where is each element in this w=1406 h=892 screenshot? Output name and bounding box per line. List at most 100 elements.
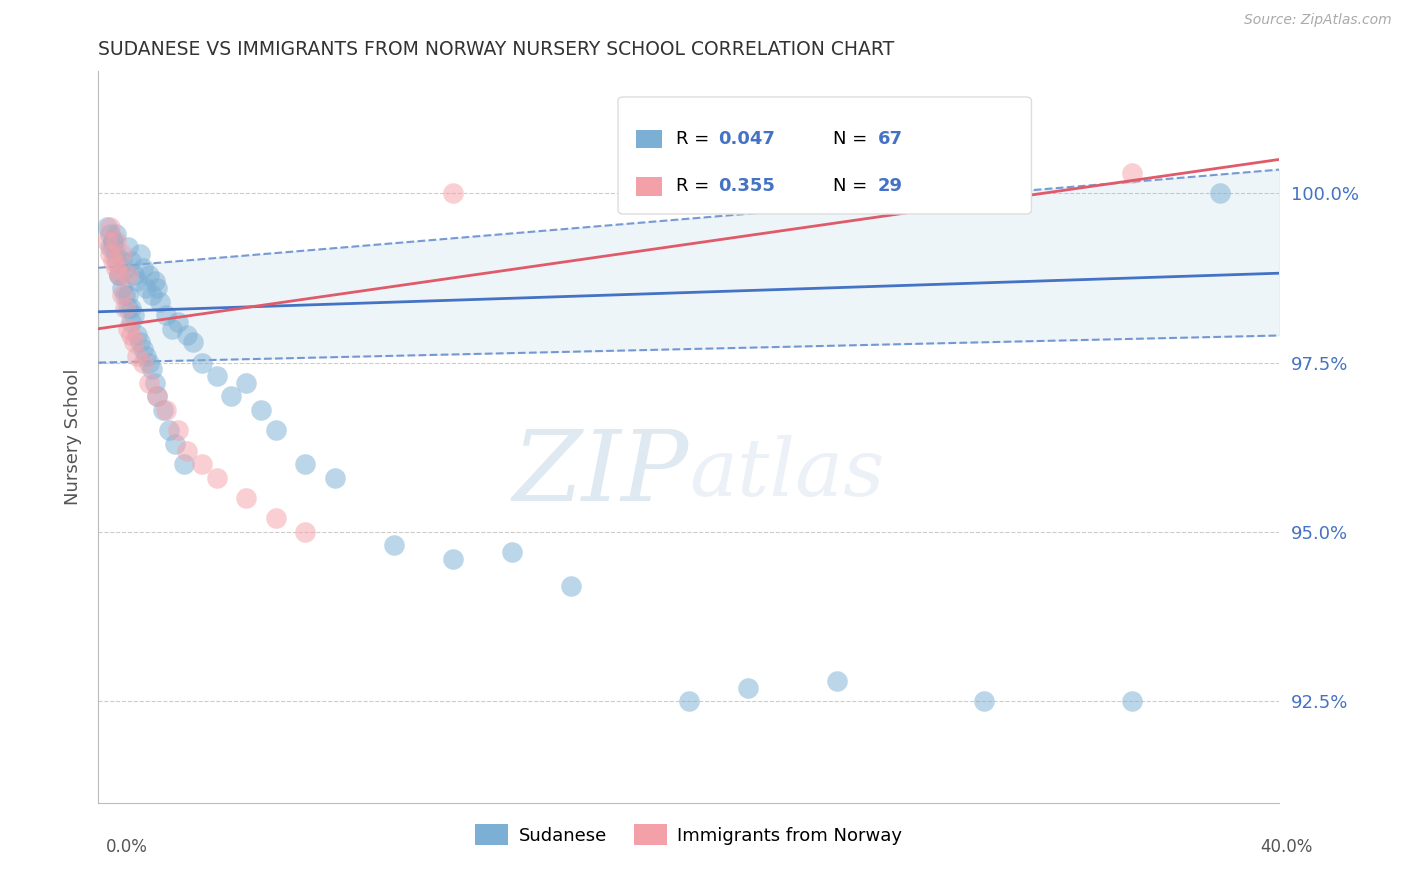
Point [120, 315, 142, 329]
Y-axis label: Nursery School: Nursery School [63, 368, 82, 506]
Point [105, 247, 128, 261]
Point [132, 355, 155, 369]
Point [235, 491, 257, 505]
Point [155, 403, 177, 417]
Point [120, 328, 142, 343]
Point [132, 260, 155, 275]
Point [125, 349, 148, 363]
Point [501, 545, 523, 559]
Point [117, 301, 139, 316]
Point [176, 443, 198, 458]
Point [108, 268, 131, 282]
Point [117, 288, 139, 302]
Point [143, 376, 166, 390]
Point [205, 369, 228, 384]
Point [382, 538, 405, 552]
Text: SUDANESE VS IMMIGRANTS FROM NORWAY NURSERY SCHOOL CORRELATION CHART: SUDANESE VS IMMIGRANTS FROM NORWAY NURSE… [98, 39, 894, 59]
Point [135, 349, 157, 363]
Point [173, 457, 195, 471]
Text: 40.0%: 40.0% [1260, 838, 1313, 855]
Point [105, 234, 128, 248]
Point [108, 268, 131, 282]
Point [128, 247, 150, 261]
Point [737, 681, 759, 695]
Point [111, 288, 134, 302]
Point [1121, 166, 1143, 180]
Point [205, 471, 228, 485]
Point [128, 335, 150, 350]
Point [323, 471, 346, 485]
Point [235, 376, 257, 390]
Point [117, 240, 139, 254]
Text: 67: 67 [877, 129, 903, 148]
Point [117, 322, 139, 336]
Text: 29: 29 [877, 178, 903, 195]
Point [122, 335, 145, 350]
Point [825, 172, 848, 186]
Point [146, 281, 169, 295]
Point [1121, 694, 1143, 708]
Point [441, 186, 464, 201]
Point [165, 437, 187, 451]
Text: R =: R = [676, 129, 714, 148]
Point [114, 301, 136, 316]
Text: 0.047: 0.047 [718, 129, 775, 148]
Point [825, 673, 848, 688]
Point [125, 274, 148, 288]
Point [167, 423, 190, 437]
Text: ZIP: ZIP [513, 426, 689, 521]
Point [135, 281, 157, 295]
Point [96, 234, 118, 248]
Point [250, 403, 273, 417]
Point [441, 552, 464, 566]
Point [146, 389, 169, 403]
Point [120, 301, 142, 316]
Text: atlas: atlas [689, 435, 884, 512]
Point [98, 227, 121, 241]
FancyBboxPatch shape [619, 97, 1032, 214]
Point [111, 254, 134, 268]
Text: 0.0%: 0.0% [105, 838, 148, 855]
Point [105, 254, 128, 268]
Text: R =: R = [676, 178, 714, 195]
Point [114, 260, 136, 275]
Point [105, 260, 128, 275]
Point [141, 362, 163, 376]
Point [98, 247, 121, 261]
Point [155, 308, 177, 322]
Point [98, 240, 121, 254]
Point [105, 227, 128, 241]
Point [120, 254, 142, 268]
Text: N =: N = [832, 129, 873, 148]
Point [149, 294, 172, 309]
Point [1209, 186, 1232, 201]
Point [103, 234, 125, 248]
Point [138, 376, 160, 390]
Point [167, 315, 190, 329]
Point [162, 322, 183, 336]
Point [103, 240, 125, 254]
Point [96, 220, 118, 235]
Point [146, 389, 169, 403]
Point [973, 694, 995, 708]
Point [122, 268, 145, 282]
Point [152, 403, 174, 417]
Point [264, 423, 287, 437]
Point [141, 288, 163, 302]
Point [176, 328, 198, 343]
Text: 0.355: 0.355 [718, 178, 775, 195]
Point [157, 423, 180, 437]
Point [678, 694, 700, 708]
Point [132, 342, 155, 356]
Point [181, 335, 204, 350]
Point [111, 247, 134, 261]
Text: N =: N = [832, 178, 873, 195]
Point [122, 308, 145, 322]
Point [125, 328, 148, 343]
Point [114, 288, 136, 302]
Point [138, 268, 160, 282]
Point [108, 268, 131, 282]
Point [294, 457, 316, 471]
Bar [636, 178, 662, 195]
Point [111, 281, 134, 295]
